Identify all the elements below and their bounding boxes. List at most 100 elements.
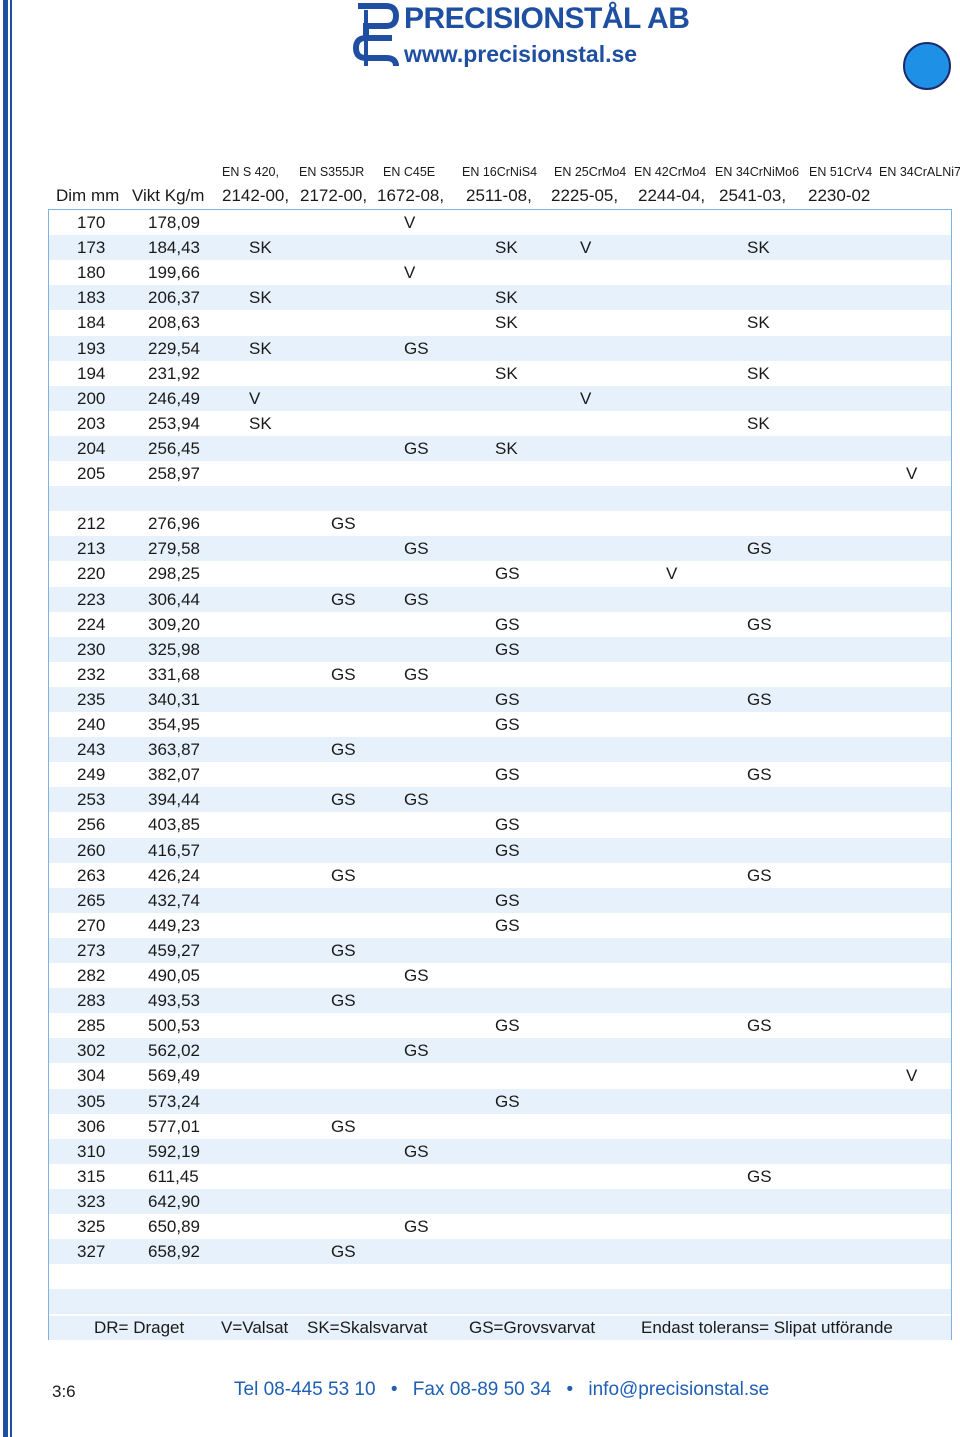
finish-cell: GS	[747, 689, 772, 709]
weight-cell: 229,54	[148, 338, 200, 358]
table-row: 302 562,02 GS	[49, 1038, 951, 1064]
table-row: 184 208,63 SK SK	[49, 310, 951, 335]
legend-tolerans: Endast tolerans= Slipat utförande	[641, 1318, 893, 1337]
column-header: 2225-05,	[551, 186, 619, 205]
standard-label: EN 34CrNiMo6	[715, 165, 800, 179]
weight-cell: 650,89	[148, 1217, 200, 1236]
table-row: 325 650,89 GS	[49, 1214, 951, 1239]
weight-cell: 279,58	[148, 539, 200, 559]
table-row: 235 340,31 GS GS	[49, 686, 951, 712]
weight-cell: 403,85	[148, 815, 200, 835]
weight-cell: 256,45	[148, 438, 200, 458]
weight-cell: 577,01	[148, 1116, 200, 1136]
weight-cell: 432,74	[148, 890, 200, 910]
table-row: 223 306,44 GS GS	[49, 586, 951, 612]
finish-cell: SK	[747, 363, 770, 383]
weight-cell: 416,57	[148, 840, 200, 860]
finish-cell: GS	[747, 614, 772, 634]
finish-cell: GS	[747, 539, 772, 559]
weight-cell: 206,37	[148, 288, 200, 308]
website-link[interactable]: www.precisionstal.se	[404, 41, 638, 67]
finish-cell: SK	[747, 313, 770, 333]
dim-cell: 260	[77, 840, 106, 860]
dim-cell: 170	[77, 213, 106, 232]
finish-cell: SK	[249, 238, 272, 258]
finish-cell: GS	[404, 1217, 429, 1236]
dim-cell: 184	[77, 313, 106, 333]
finish-cell: GS	[404, 1141, 429, 1161]
finish-cell: GS	[331, 1242, 356, 1262]
weight-cell: 363,87	[148, 740, 200, 760]
email-link[interactable]: info@precisionstal.se	[588, 1379, 770, 1400]
finish-cell: SK	[747, 413, 770, 433]
finish-cell: V	[666, 564, 678, 584]
weight-cell: 394,44	[148, 790, 200, 810]
table-row: 230 325,98 GS	[49, 636, 951, 662]
dim-cell: 223	[77, 589, 106, 609]
column-header: Vikt Kg/m	[132, 186, 205, 205]
finish-cell: SK	[249, 338, 272, 358]
table-row: 224 309,20 GS GS	[49, 612, 951, 637]
weight-cell: 231,92	[148, 363, 200, 383]
weight-cell: 331,68	[148, 664, 200, 684]
dim-cell: 253	[77, 790, 106, 810]
weight-cell: 199,66	[148, 263, 200, 283]
weight-cell: 573,24	[148, 1091, 200, 1111]
dim-cell: 240	[77, 715, 106, 734]
dim-cell: 327	[77, 1242, 106, 1262]
table-row: 304 569,49 V	[49, 1063, 951, 1088]
finish-cell: GS	[331, 589, 356, 609]
dim-cell: 315	[77, 1166, 106, 1186]
fax-number: Fax 08-89 50 34	[412, 1379, 552, 1400]
weight-cell: 490,05	[148, 966, 200, 985]
table-row: 170 178,09 V	[49, 210, 951, 235]
column-header: 2511-08,	[466, 186, 532, 205]
standard-label: EN 51CrV4	[809, 165, 873, 179]
table-row: 180 199,66 V	[49, 260, 951, 285]
finish-cell: V	[906, 1066, 918, 1086]
table-row: 232 331,68 GS GS	[49, 662, 951, 687]
table-row: 306 577,01 GS	[49, 1114, 951, 1139]
table-row: 283 493,53 GS	[49, 988, 951, 1014]
weight-cell: 246,49	[148, 388, 200, 408]
dim-cell: 243	[77, 740, 106, 760]
dim-cell: 273	[77, 940, 106, 960]
dim-cell: 306	[77, 1116, 106, 1136]
standard-label: EN 34CrALNi7	[879, 165, 960, 179]
table-row	[49, 486, 951, 512]
dim-cell: 220	[77, 564, 106, 584]
phone-number: Tel 08-445 53 10	[234, 1379, 376, 1400]
weight-cell: 354,95	[148, 715, 200, 734]
table-row: 273 459,27 GS	[49, 937, 951, 963]
finish-cell: GS	[404, 589, 429, 609]
bullet-icon: •	[390, 1379, 398, 1400]
weight-cell: 258,97	[148, 464, 200, 483]
finish-cell: SK	[249, 413, 272, 433]
weight-cell: 276,96	[148, 514, 200, 534]
table-row: 249 382,07 GS GS	[49, 762, 951, 787]
dim-cell: 232	[77, 664, 106, 684]
dim-cell: 200	[77, 388, 106, 408]
table-row: 183 206,37 SK SK	[49, 285, 951, 311]
finish-cell: GS	[495, 564, 520, 584]
table-row: 256 403,85 GS	[49, 812, 951, 837]
legend-draget: DR= Draget	[94, 1318, 185, 1337]
dim-cell: 235	[77, 689, 106, 709]
weight-cell: 325,98	[148, 639, 200, 659]
blue-circle-icon	[903, 42, 951, 90]
finish-cell: GS	[404, 438, 429, 458]
legend: DR= Draget V=Valsat SK=Skalsvarvat GS=Gr…	[49, 1316, 951, 1340]
dim-cell: 230	[77, 639, 106, 659]
finish-cell: SK	[495, 288, 518, 308]
dim-cell: 282	[77, 966, 106, 985]
finish-cell: GS	[331, 991, 356, 1011]
finish-cell: GS	[495, 815, 520, 835]
column-header: Dim mm	[56, 186, 120, 205]
standard-label: EN C45E	[383, 165, 436, 179]
dim-cell: 203	[77, 413, 106, 433]
table-row	[49, 1289, 951, 1315]
weight-cell: 642,90	[148, 1191, 200, 1211]
table-row: 203 253,94 SK SK	[49, 411, 951, 436]
dim-cell: 283	[77, 991, 106, 1011]
dim-cell: 265	[77, 890, 106, 910]
